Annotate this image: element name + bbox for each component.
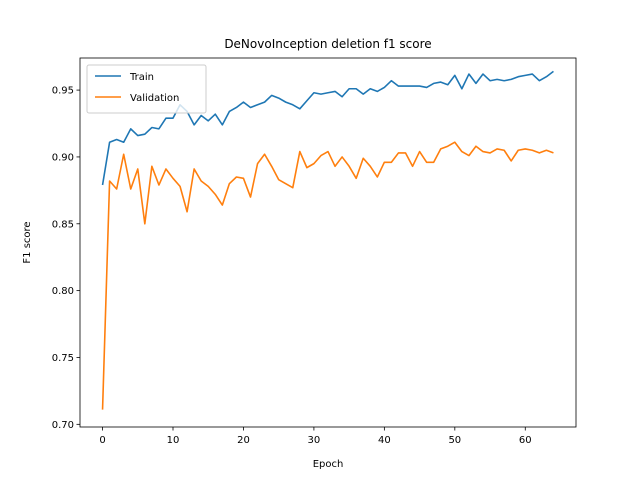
series-line-validation [101, 141, 554, 410]
y-tick-label: 0.70 [52, 420, 74, 431]
legend-box [86, 64, 207, 114]
y-tick-label: 0.80 [52, 286, 74, 297]
y-tick-label: 0.75 [52, 353, 74, 364]
x-tick-label: 60 [519, 435, 532, 446]
x-tick-label: 40 [378, 435, 391, 446]
y-axis-label: F1 score [22, 221, 33, 263]
x-tick-label: 30 [308, 435, 321, 446]
x-tick-label: 10 [167, 435, 180, 446]
y-axis-ticks: 0.70 0.75 0.80 0.85 0.90 0.95 [52, 86, 80, 431]
x-tick-label: 50 [448, 435, 461, 446]
legend-label-validation: Validation [130, 93, 179, 104]
x-axis-ticks: 0 10 20 30 40 50 60 [99, 427, 532, 446]
x-tick-label: 0 [99, 435, 105, 446]
plot-frame [79, 57, 577, 428]
y-tick-label: 0.85 [52, 219, 74, 230]
chart-title: DeNovoInception deletion f1 score [224, 37, 431, 51]
legend-label-train: Train [129, 72, 154, 83]
y-tick-label: 0.90 [52, 152, 74, 163]
y-tick-label: 0.95 [52, 86, 74, 97]
x-tick-label: 20 [237, 435, 250, 446]
legend: Train Validation [86, 64, 207, 114]
x-axis-label: Epoch [313, 459, 344, 470]
